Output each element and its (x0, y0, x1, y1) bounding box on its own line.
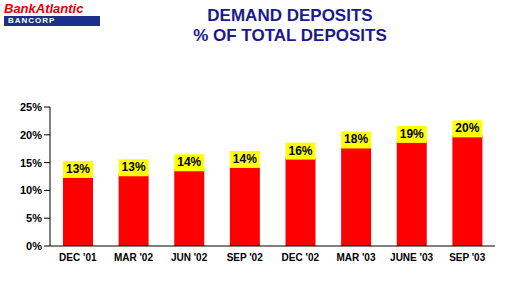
svg-text:MAR '02: MAR '02 (114, 252, 153, 263)
svg-text:SEP '02: SEP '02 (227, 252, 264, 263)
svg-text:JUN '02: JUN '02 (171, 252, 208, 263)
svg-text:25%: 25% (20, 101, 42, 113)
svg-text:DEC '02: DEC '02 (282, 252, 320, 263)
html-text:DEMAND DEPOSITS: DEMAND DEPOSITS (207, 6, 373, 25)
svg-text:0%: 0% (26, 240, 42, 252)
svg-text:14%: 14% (177, 155, 201, 169)
svg-text:20%: 20% (455, 121, 479, 135)
svg-text:15%: 15% (20, 157, 42, 169)
svg-text:5%: 5% (26, 212, 42, 224)
svg-text:10%: 10% (20, 184, 42, 196)
svg-text:SEP '03: SEP '03 (449, 252, 486, 263)
svg-text:13%: 13% (122, 160, 146, 174)
svg-text:13%: 13% (66, 162, 90, 176)
svg-text:20%: 20% (20, 129, 42, 141)
html-text:% OF TOTAL DEPOSITS: % OF TOTAL DEPOSITS (193, 26, 387, 45)
svg-text:JUNE '03: JUNE '03 (390, 252, 433, 263)
svg-text:MAR '03: MAR '03 (336, 252, 375, 263)
svg-text:19%: 19% (400, 127, 424, 141)
html-text:BankAtlantic: BankAtlantic (4, 1, 84, 16)
html-text:BANCORP: BANCORP (8, 16, 56, 25)
svg-text:DEC '01: DEC '01 (59, 252, 97, 263)
svg-text:18%: 18% (344, 132, 368, 146)
svg-text:16%: 16% (288, 144, 312, 158)
svg-text:14%: 14% (233, 152, 257, 166)
